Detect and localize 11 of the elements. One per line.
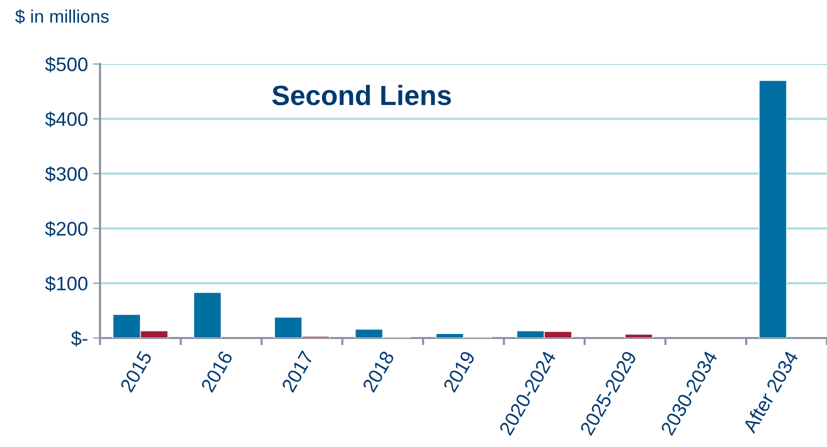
y-tick-label: $400	[45, 111, 88, 128]
y-tick-label: $500	[45, 56, 88, 72]
y-axis-title: $ in millions	[15, 9, 109, 24]
text: Second Liens	[272, 84, 451, 106]
y-tick-label: $300	[45, 166, 88, 182]
bar	[758, 80, 788, 338]
y-tick-label: $200	[45, 221, 88, 237]
y-tick-label: $-	[71, 330, 88, 346]
y-tick-label: $100	[45, 276, 88, 292]
bar	[193, 292, 222, 338]
bar	[624, 334, 653, 338]
